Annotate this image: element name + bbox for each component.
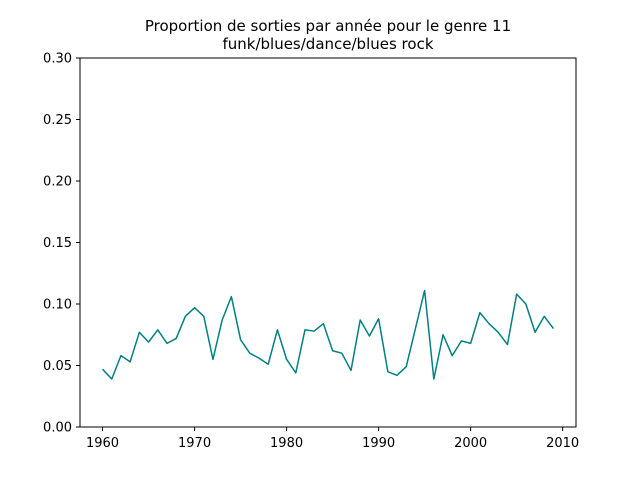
x-tick-label-2010: 2010	[546, 436, 579, 451]
x-tick-label-2000: 2000	[454, 436, 487, 451]
y-tick-label-6: 0.30	[43, 52, 72, 67]
y-tick-label-1: 0.05	[43, 359, 72, 374]
x-tick-label-1970: 1970	[178, 436, 211, 451]
y-tick-label-5: 0.25	[43, 113, 72, 128]
y-tick-label-4: 0.20	[43, 175, 72, 190]
y-tick-label-2: 0.10	[43, 298, 72, 313]
x-tick-label-1980: 1980	[270, 436, 303, 451]
series-line-0	[102, 289, 555, 380]
x-tick-label-1960: 1960	[86, 436, 119, 451]
y-tick-label-3: 0.15	[43, 236, 72, 251]
y-tick-label-0: 0.00	[43, 421, 72, 436]
plot-area: 1960 1970 1980 1990 2000 2010 0.00 0.05 0.10 0.15…	[43, 52, 579, 452]
chart-title-line-2: funk/blues/dance/blues rock	[222, 35, 433, 53]
axes-frame	[79, 57, 577, 428]
x-tick-label-1990: 1990	[362, 436, 395, 451]
chart-title-line-1: Proportion de sorties par année pour le …	[145, 17, 511, 35]
